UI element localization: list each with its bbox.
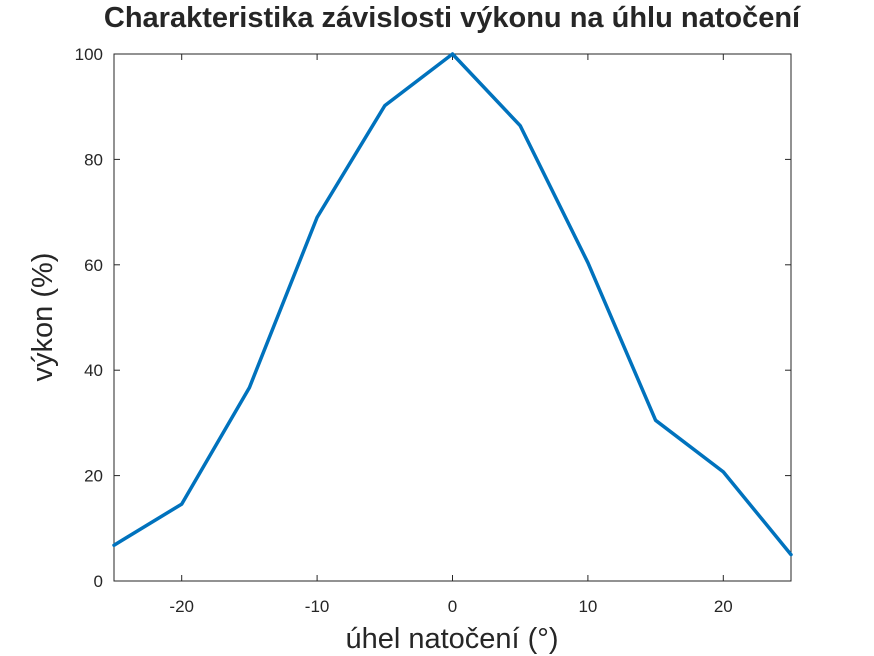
series-line xyxy=(112,52,793,557)
y-tick-label: 0 xyxy=(94,572,103,591)
y-tick-label: 60 xyxy=(84,256,103,275)
axis-ticks: -20 -10 0 10 20 0 20 40 60 80 100 xyxy=(75,45,791,616)
y-tick-label: 40 xyxy=(84,361,103,380)
y-tick-label: 80 xyxy=(84,150,103,169)
chart-title: Charakteristika závislosti výkonu na úhl… xyxy=(104,2,801,34)
x-axis-label: úhel natočení (°) xyxy=(345,623,558,655)
x-tick-label: 20 xyxy=(714,597,733,616)
x-tick-label: 10 xyxy=(578,597,597,616)
series-layer xyxy=(112,52,793,557)
y-axis-label: výkon (%) xyxy=(27,253,59,382)
y-tick-label: 100 xyxy=(75,45,103,64)
x-tick-label: 0 xyxy=(448,597,457,616)
plot-area xyxy=(113,53,792,582)
x-tick-label: -20 xyxy=(169,597,194,616)
x-tick-label: -10 xyxy=(305,597,330,616)
y-tick-label: 20 xyxy=(84,467,103,486)
